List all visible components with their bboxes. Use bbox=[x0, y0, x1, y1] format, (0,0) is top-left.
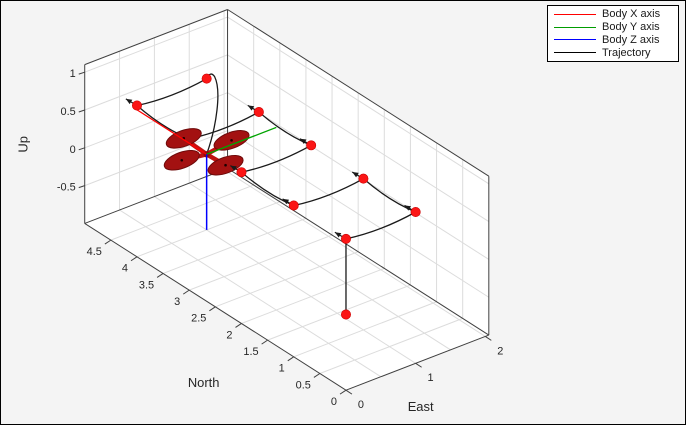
east-tick-label: 1 bbox=[428, 372, 434, 384]
waypoint-marker bbox=[341, 309, 351, 320]
legend-item-body-z-axis: Body Z axis bbox=[554, 34, 674, 46]
quadcopter-model bbox=[163, 128, 250, 176]
legend-label: Body Z axis bbox=[602, 33, 660, 46]
north-axis-label: North bbox=[188, 375, 220, 390]
legend[interactable]: Body X axis Body Y axis Body Z axis Traject… bbox=[547, 5, 679, 62]
axes-box-edges bbox=[84, 9, 490, 391]
legend-label: Trajectory bbox=[602, 46, 651, 59]
waypoint-marker bbox=[288, 200, 299, 211]
legend-label: Body X axis bbox=[602, 8, 661, 21]
north-tick-label: 2 bbox=[226, 329, 232, 341]
legend-line-sample bbox=[554, 39, 596, 41]
legend-item-body-y-axis: Body Y axis bbox=[554, 21, 674, 33]
north-tick-label: 1.5 bbox=[243, 346, 258, 358]
up-tick-label: 1 bbox=[70, 68, 76, 80]
waypoint-marker bbox=[410, 207, 421, 217]
north-tick-label: 0.5 bbox=[296, 379, 311, 391]
north-tick-label: 3 bbox=[174, 296, 180, 308]
legend-item-trajectory: Trajectory bbox=[554, 47, 674, 59]
legend-label: Body Y axis bbox=[602, 21, 660, 34]
waypoint-marker bbox=[201, 73, 212, 84]
legend-line-sample bbox=[554, 26, 596, 28]
legend-line-sample bbox=[554, 13, 596, 15]
waypoint-marker bbox=[131, 100, 142, 111]
body-axes-lines bbox=[135, 108, 277, 230]
east-tick-label: 2 bbox=[497, 345, 503, 357]
legend-line-sample bbox=[554, 52, 596, 54]
legend-item-body-x-axis: Body X axis bbox=[554, 8, 674, 20]
waypoint-marker bbox=[358, 173, 369, 184]
tick-marks-and-labels: 0 0.5 1 1.5 2 2.5 3 3.5 4 4.5 0 1 2 1 0.5 0 -0.5 bbox=[57, 68, 503, 411]
north-tick-label: 0 bbox=[331, 396, 337, 408]
waypoint-markers bbox=[125, 73, 421, 320]
waypoint-marker bbox=[236, 167, 247, 178]
up-tick-label: 0.5 bbox=[61, 106, 76, 118]
up-tick-label: -0.5 bbox=[57, 182, 76, 194]
waypoint-marker bbox=[253, 106, 264, 117]
waypoint-marker bbox=[306, 140, 317, 151]
north-tick-label: 3.5 bbox=[139, 279, 154, 291]
grid-lines bbox=[84, 10, 490, 378]
north-tick-label: 4 bbox=[122, 263, 128, 275]
east-tick-label: 0 bbox=[358, 399, 364, 411]
east-axis-label: East bbox=[408, 399, 434, 414]
north-tick-label: 4.5 bbox=[87, 246, 102, 258]
waypoint-marker bbox=[341, 233, 351, 244]
up-axis-label: Up bbox=[15, 136, 30, 153]
up-tick-label: 0 bbox=[70, 144, 76, 156]
north-tick-label: 1 bbox=[279, 363, 285, 375]
north-tick-label: 2.5 bbox=[191, 313, 206, 325]
